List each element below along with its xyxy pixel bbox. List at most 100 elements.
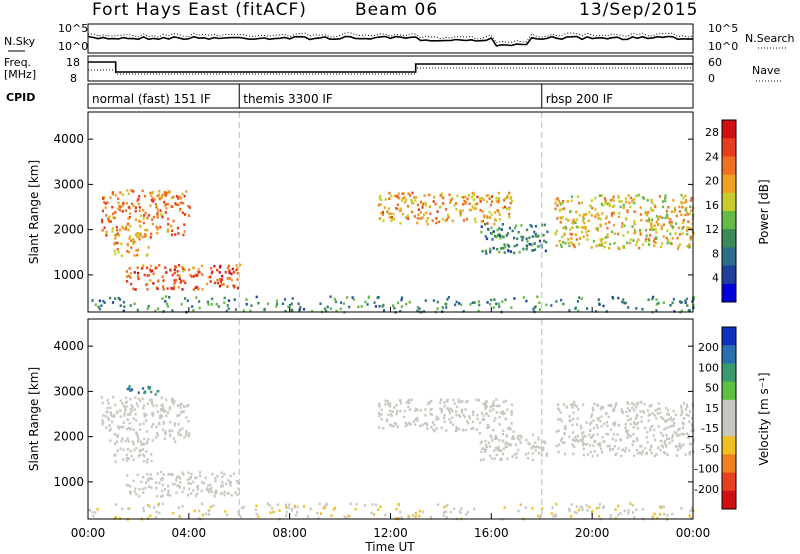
x-axis-label: Time UT: [364, 540, 415, 554]
heatmap-cell: [659, 448, 662, 452]
heatmap-cell: [512, 435, 515, 438]
heatmap-cell: [650, 225, 653, 228]
nave-label: Nave: [752, 64, 780, 77]
heatmap-cell: [680, 213, 683, 217]
heatmap-cell: [122, 404, 126, 408]
heatmap-cell: [230, 493, 233, 497]
heatmap-cell: [661, 434, 664, 437]
heatmap-cell: [660, 416, 663, 419]
colorbar-tick-label: -15: [701, 422, 719, 435]
heatmap-cell: [577, 508, 580, 512]
heatmap-cell: [650, 223, 653, 226]
heatmap-cell: [194, 494, 198, 498]
heatmap-cell: [516, 434, 520, 438]
heatmap-cell: [680, 202, 683, 205]
heatmap-cell: [657, 216, 660, 219]
heatmap-cell: [678, 210, 681, 213]
heatmap-cell: [599, 444, 602, 448]
heatmap-cell: [173, 482, 176, 486]
heatmap-cell: [106, 398, 109, 402]
heatmap-cell: [159, 470, 163, 474]
heatmap-cell: [489, 409, 492, 413]
colorbar-segment: [722, 247, 736, 267]
heatmap-cell: [306, 515, 310, 518]
heatmap-cell: [161, 215, 164, 219]
heatmap-cell: [617, 215, 620, 219]
heatmap-cell: [382, 309, 386, 312]
heatmap-cell: [157, 307, 160, 310]
heatmap-cell: [672, 199, 675, 202]
heatmap-cell: [652, 434, 655, 437]
heatmap-cell: [569, 232, 572, 236]
heatmap-cell: [157, 193, 160, 197]
heatmap-cell: [498, 232, 501, 236]
heatmap-cell: [410, 210, 414, 214]
heatmap-cell: [96, 508, 99, 511]
heatmap-cell: [392, 304, 395, 308]
heatmap-cell: [637, 193, 640, 197]
heatmap-cell: [129, 449, 132, 453]
heatmap-cell: [180, 279, 183, 283]
heatmap-cell: [618, 200, 621, 203]
heatmap-cell: [688, 246, 691, 249]
heatmap-cell: [175, 491, 178, 495]
heatmap-cell: [145, 430, 149, 433]
heatmap-cell: [220, 283, 223, 286]
heatmap-cell: [429, 408, 432, 412]
heatmap-cell: [430, 413, 433, 416]
heatmap-cell: [117, 207, 120, 211]
heatmap-cell: [136, 435, 139, 438]
heatmap-cell: [486, 301, 489, 304]
heatmap-cell: [235, 264, 238, 267]
heatmap-cell: [622, 206, 625, 209]
heatmap-cell: [183, 268, 186, 271]
heatmap-cell: [488, 445, 491, 448]
heatmap-cell: [147, 438, 150, 441]
heatmap-cell: [626, 433, 630, 437]
heatmap-cell: [647, 419, 650, 422]
heatmap-cell: [156, 287, 159, 290]
heatmap-cell: [120, 254, 123, 257]
heatmap-cell: [453, 507, 456, 511]
heatmap-cell: [637, 401, 640, 405]
heatmap-cell: [155, 436, 158, 439]
heatmap-cell: [535, 445, 538, 449]
heatmap-cell: [180, 303, 183, 306]
heatmap-cell: [177, 433, 180, 436]
heatmap-cell: [146, 253, 149, 256]
colorbar-segment: [722, 381, 736, 401]
colorbar-segment: [722, 472, 736, 492]
heatmap-cell: [473, 301, 476, 304]
heatmap-cell: [634, 243, 638, 247]
heatmap-cell: [576, 434, 579, 438]
heatmap-cell: [144, 486, 147, 490]
heatmap-cell: [179, 197, 183, 200]
heatmap-cell: [272, 510, 275, 514]
heatmap-cell: [525, 299, 528, 303]
heatmap-cell: [648, 404, 651, 408]
heatmap-cell: [134, 240, 137, 244]
heatmap-cell: [560, 217, 563, 220]
heatmap-cell: [682, 443, 685, 447]
heatmap-cell: [495, 411, 498, 414]
heatmap-cell: [146, 283, 149, 286]
heatmap-cell: [144, 419, 148, 422]
heatmap-cell: [649, 207, 652, 210]
heatmap-cell: [214, 491, 217, 495]
heatmap-cell: [579, 505, 582, 508]
heatmap-cell: [580, 427, 583, 430]
heatmap-cell: [126, 413, 129, 416]
heatmap-cell: [607, 404, 610, 407]
heatmap-cell: [172, 285, 176, 289]
heatmap-cell: [142, 506, 145, 510]
heatmap-cell: [150, 398, 153, 402]
heatmap-cell: [416, 203, 419, 207]
heatmap-cell: [177, 197, 180, 200]
heatmap-cell: [496, 247, 499, 251]
heatmap-cell: [595, 424, 598, 427]
heatmap-cell: [483, 417, 486, 421]
heatmap-cell: [597, 443, 600, 446]
heatmap-cell: [400, 296, 404, 299]
heatmap-cell: [355, 503, 358, 506]
heatmap-cell: [560, 208, 563, 211]
